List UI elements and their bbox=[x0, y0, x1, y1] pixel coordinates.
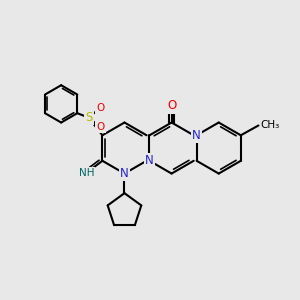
Text: N: N bbox=[120, 167, 129, 180]
Text: NH: NH bbox=[79, 168, 94, 178]
Text: N: N bbox=[192, 129, 201, 142]
Text: O: O bbox=[167, 99, 176, 112]
Text: O: O bbox=[96, 122, 104, 132]
Text: O: O bbox=[96, 103, 104, 113]
Text: CH₃: CH₃ bbox=[260, 121, 280, 130]
Text: N: N bbox=[145, 154, 154, 167]
Text: S: S bbox=[85, 111, 92, 124]
